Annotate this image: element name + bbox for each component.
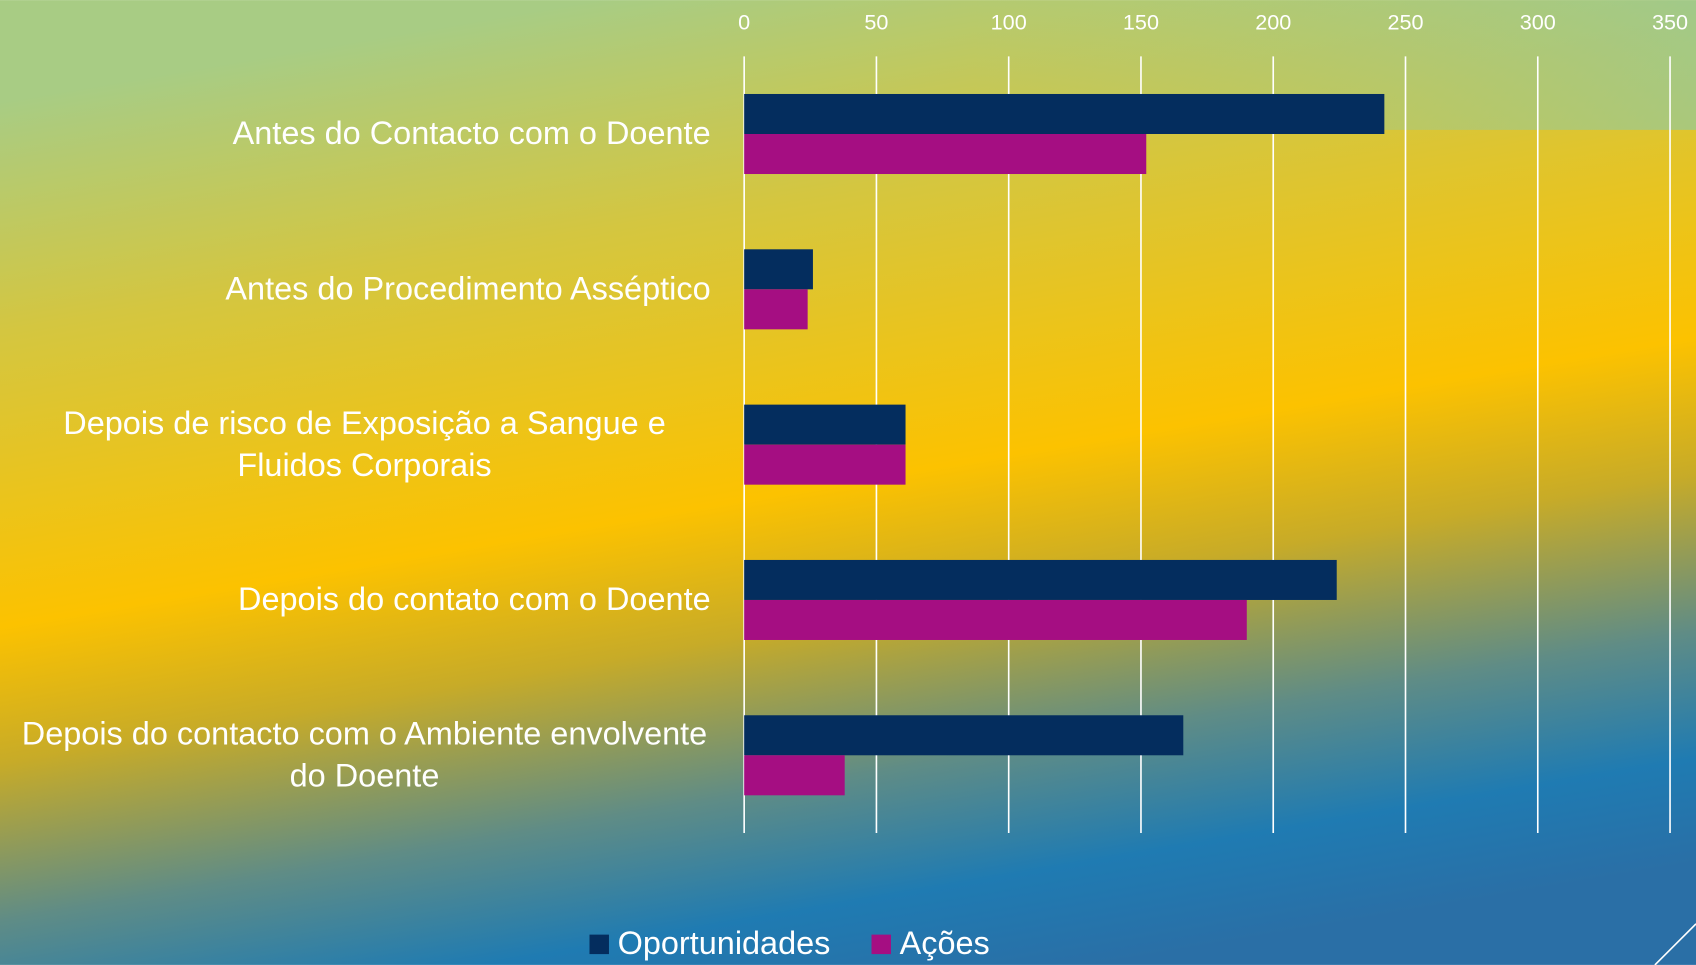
x-tick-label: 350: [1652, 10, 1688, 35]
legend-swatch: [871, 934, 891, 955]
legend-label: Oportunidades: [618, 925, 831, 961]
category-label-box: Depois do contacto com o Ambiente envolv…: [8, 680, 711, 831]
bar: [744, 755, 845, 796]
decoration: [1654, 923, 1696, 965]
bar: [744, 289, 808, 330]
category-label-wrap: Depois do contato com o Doente: [8, 524, 711, 675]
legend-swatch: [589, 934, 609, 955]
category-label-wrap: Antes do Procedimento Asséptico: [8, 214, 711, 365]
x-tick-label: 200: [1255, 10, 1291, 35]
x-tick-label: 100: [991, 10, 1027, 35]
category-label-box: Antes do Contacto com o Doente: [8, 58, 711, 209]
y-tick-label: Depois do contacto com o Ambiente envolv…: [21, 716, 708, 795]
y-tick-label: Antes do Contacto com o Doente: [232, 116, 711, 152]
x-tick-label: 250: [1387, 10, 1423, 35]
bar: [744, 93, 1385, 134]
legend-label: Ações: [900, 925, 990, 961]
x-tick-label: 0: [738, 10, 750, 35]
x-tick-label: 50: [864, 10, 888, 35]
bar: [744, 599, 1247, 640]
bar: [744, 444, 906, 485]
y-tick-label: Depois de risco de Exposição a Sangue e …: [63, 405, 666, 484]
y-tick-label: Antes do Procedimento Asséptico: [225, 271, 711, 308]
x-tick-label: 300: [1520, 10, 1556, 35]
category-label-wrap: Depois do contacto com o Ambiente envolv…: [8, 680, 711, 831]
category-label-wrap: Depois de risco de Exposição a Sangue e …: [8, 369, 711, 520]
bar: [744, 133, 1147, 175]
bar: [744, 559, 1337, 600]
y-tick-label: Depois do contato com o Doente: [238, 582, 711, 618]
category-label-box: Depois do contato com o Doente: [8, 524, 711, 675]
bar: [744, 404, 906, 445]
x-tick-label: 150: [1123, 10, 1159, 35]
category-label-box: Antes do Procedimento Asséptico: [8, 214, 711, 365]
category-label-wrap: Antes do Contacto com o Doente: [8, 58, 711, 209]
bar: [744, 715, 1184, 756]
bar: [744, 249, 813, 290]
category-label-box: Depois de risco de Exposição a Sangue e …: [8, 369, 711, 520]
